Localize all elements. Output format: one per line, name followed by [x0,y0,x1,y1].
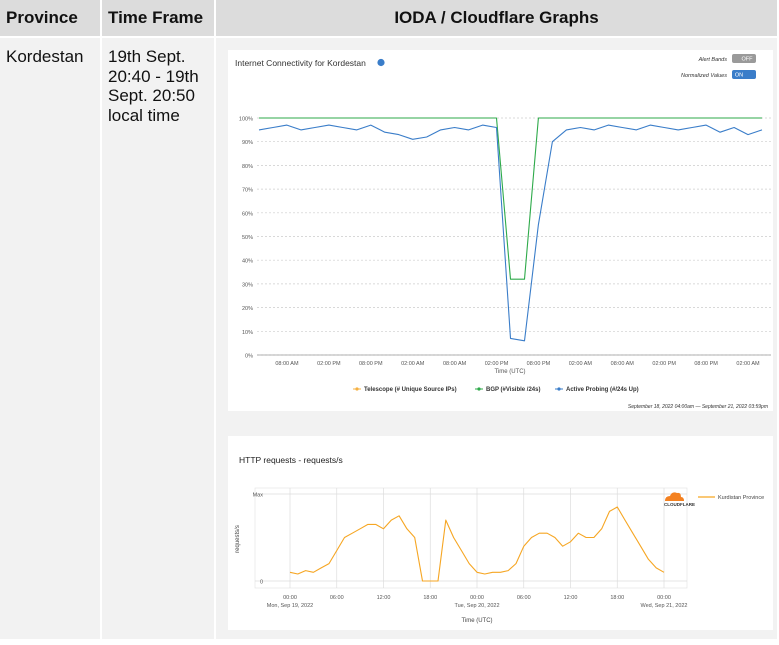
header-row: Province Time Frame IODA / Cloudflare Gr… [0,0,777,36]
series-line [258,124,763,342]
alert-bands-state: OFF [742,57,754,63]
legend-dot [477,387,481,391]
header-cell: IODA / Cloudflare Graphs [216,0,777,36]
x-tick-label: 08:00 AM [611,361,635,367]
cloudflare-chart: HTTP requests - requests/s 0 Max 00:00 06:00… [228,436,773,630]
logo-text: CLOUDFLARE [664,502,695,507]
y-tick-label: 30% [242,282,253,288]
y-tick-label: 60% [242,211,253,217]
series-line [289,506,665,582]
legend-dot [355,387,359,391]
x-tick-label: 00:00 [470,595,484,601]
cell: 19th Sept. 20:40 - 19th Sept. 20:50 loca… [102,38,214,639]
chart-title: Internet Connectivity for Kordestan [235,58,366,68]
y-tick-label: 0 [260,580,263,586]
plot-frame [254,487,688,589]
x-tick-label: 06:00 [517,595,531,601]
y-tick-label: 70% [242,188,253,194]
help-icon [377,58,385,67]
normalized-state: ON [735,73,743,79]
date-range: September 18, 2022 04:00am — September 2… [628,404,768,410]
x-tick-label: 08:00 AM [443,361,467,367]
x-tick-label: 02:00 AM [401,361,425,367]
x-tick-label: 00:00 [283,595,297,601]
x-tick-label: 02:00 AM [736,361,760,367]
y-tick-label: 40% [242,259,253,265]
y-tick-label: 100% [239,117,253,123]
x-tick-label: 08:00 PM [694,361,718,367]
alert-bands-label: Alert Bands [698,57,728,63]
x-tick-label: 08:00 PM [527,361,551,367]
date-label: Tue, Sep 20, 2022 [454,603,499,609]
x-tick-label: 06:00 [330,595,344,601]
x-tick-label: 12:00 [377,595,391,601]
y-tick-label: 90% [242,140,253,146]
x-tick-label: 08:00 AM [275,361,299,367]
x-tick-label: 08:00 PM [359,361,383,367]
toggle[interactable] [732,70,756,79]
x-tick-label: 18:00 [610,595,624,601]
x-tick-label: 02:00 AM [569,361,593,367]
header-cell: Time Frame [102,0,214,36]
x-tick-label: 02:00 PM [652,361,676,367]
y-tick-label: 0% [245,354,253,360]
x-axis-title: Time (UTC) [494,369,525,375]
y-tick-label: 80% [242,164,253,170]
y-tick-label: 20% [242,306,253,312]
legend-dot [557,387,561,391]
x-tick-label: 18:00 [423,595,437,601]
normalized-label: Normalized Values [681,73,727,79]
legend-label: Telescope (# Unique Source IPs) [364,387,457,393]
logo-cloud [665,492,684,501]
ioda-chart: Internet Connectivity for Kordestan Alert… [228,50,773,411]
legend-label: Active Probing (#/24s Up) [566,387,639,393]
legend-label: Kurdistan Province [718,495,764,501]
x-tick-label: 02:00 PM [317,361,341,367]
series-line [259,117,762,280]
date-label: Mon, Sep 19, 2022 [267,603,313,609]
y-tick-label: 10% [242,330,253,336]
x-tick-label: 02:00 PM [485,361,509,367]
toggle[interactable] [732,54,756,63]
y-tick-label: 50% [242,235,253,241]
chart-title: HTTP requests - requests/s [239,455,343,465]
y-axis-title: requests/s [235,525,241,553]
header-cell: Province [0,0,100,36]
x-tick-label: 12:00 [564,595,578,601]
x-tick-label: 00:00 [657,595,671,601]
y-tick-label: Max [253,493,264,499]
legend-label: BGP (#Visible /24s) [486,387,540,393]
cell: Kordestan [0,38,100,639]
x-axis-title: Time (UTC) [461,618,492,624]
date-label: Wed, Sep 21, 2022 [641,603,688,609]
